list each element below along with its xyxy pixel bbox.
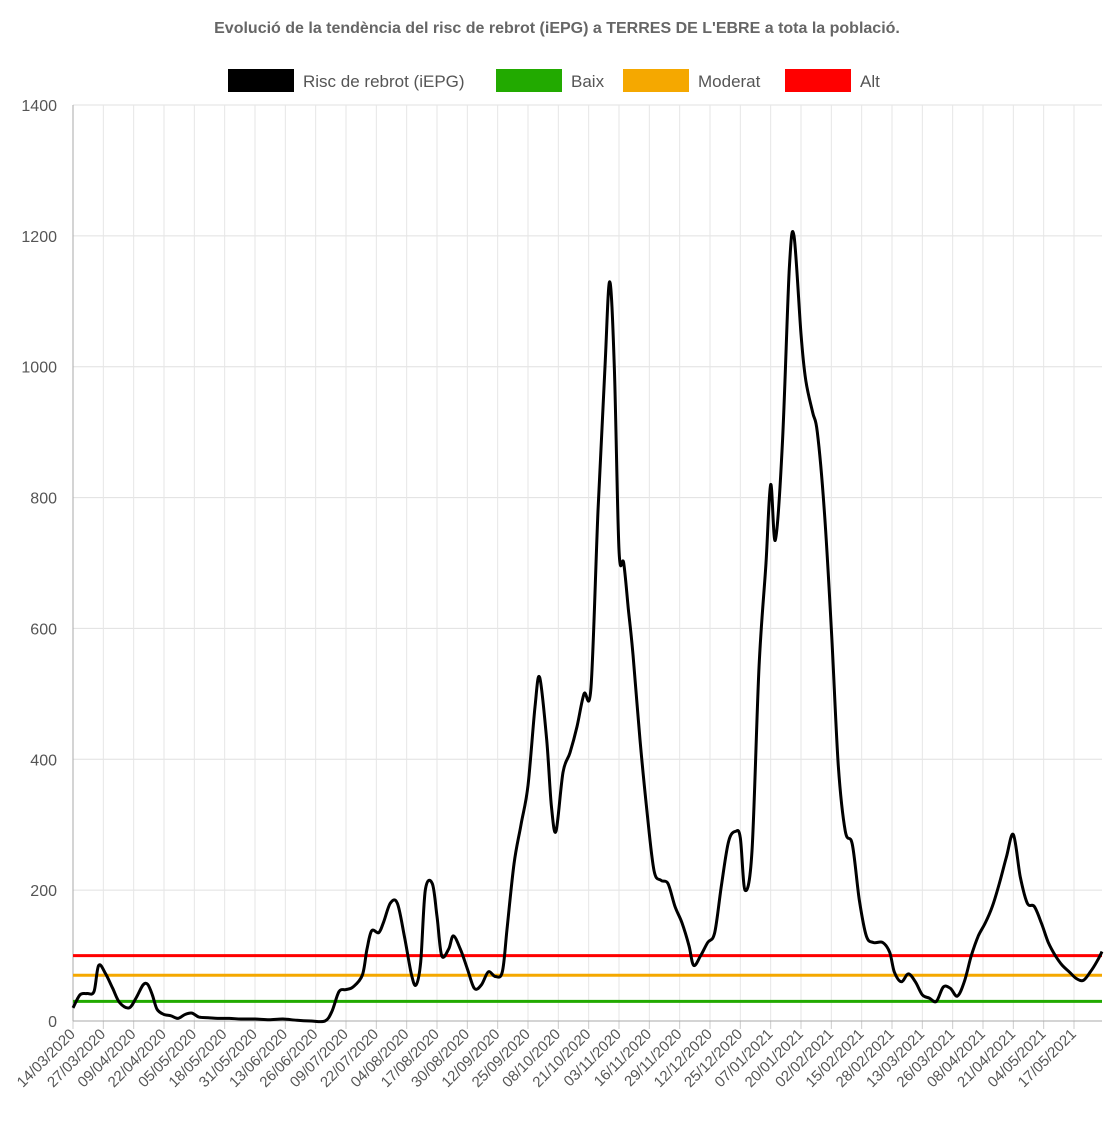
chart-title: Evolució de la tendència del risc de reb… (214, 20, 900, 37)
legend-swatch[interactable] (785, 69, 851, 92)
y-tick-label: 1400 (21, 98, 57, 115)
legend: Risc de rebrot (iEPG) Baix Moderat Alt (228, 69, 880, 92)
legend-swatch[interactable] (623, 69, 689, 92)
legend-swatch[interactable] (228, 69, 294, 92)
y-tick-label: 800 (30, 491, 57, 508)
legend-label[interactable]: Alt (860, 72, 880, 91)
legend-label[interactable]: Baix (571, 72, 605, 91)
y-tick-label: 400 (30, 752, 57, 769)
series-line-iepg (71, 230, 1104, 1024)
legend-label[interactable]: Risc de rebrot (iEPG) (303, 72, 465, 91)
legend-swatch[interactable] (496, 69, 562, 92)
series-group (71, 230, 1104, 1024)
y-tick-label: 200 (30, 883, 57, 900)
y-tick-label: 1200 (21, 229, 57, 246)
y-tick-label: 600 (30, 621, 57, 638)
y-tick-label: 1000 (21, 360, 57, 377)
legend-label[interactable]: Moderat (698, 72, 761, 91)
threshold-lines (73, 954, 1102, 1003)
y-tick-label: 0 (48, 1014, 57, 1031)
grid (72, 104, 1102, 1022)
